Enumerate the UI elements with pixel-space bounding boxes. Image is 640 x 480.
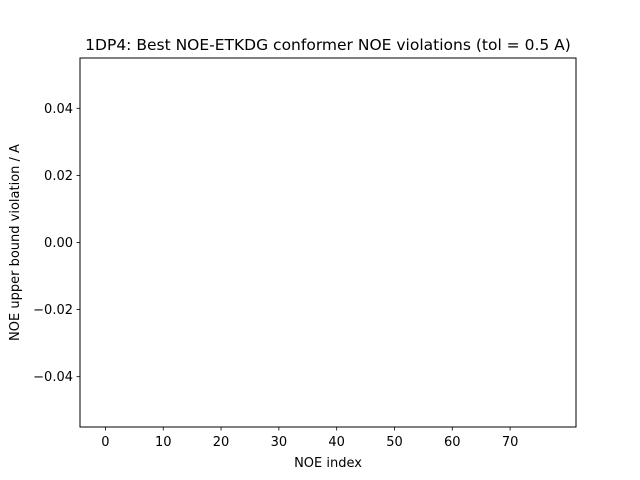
chart-title: 1DP4: Best NOE-ETKDG conformer NOE viola… <box>85 36 571 54</box>
x-tick-label: 20 <box>213 435 230 450</box>
x-tick-label: 0 <box>101 435 109 450</box>
y-tick-label: 0.02 <box>44 169 73 184</box>
y-tick-label: −0.04 <box>33 370 73 385</box>
y-tick-label: −0.02 <box>33 303 73 318</box>
x-tick-label: 70 <box>502 435 519 450</box>
x-axis-label: NOE index <box>294 456 362 471</box>
x-tick-label: 60 <box>444 435 461 450</box>
x-tick-label: 30 <box>271 435 288 450</box>
y-tick-label: 0.04 <box>44 102 73 117</box>
x-tick-label: 10 <box>155 435 172 450</box>
x-tick-label: 40 <box>328 435 345 450</box>
y-tick-label: 0.00 <box>44 236 73 251</box>
y-axis-label: NOE upper bound violation / A <box>8 144 23 341</box>
x-tick-label: 50 <box>386 435 403 450</box>
